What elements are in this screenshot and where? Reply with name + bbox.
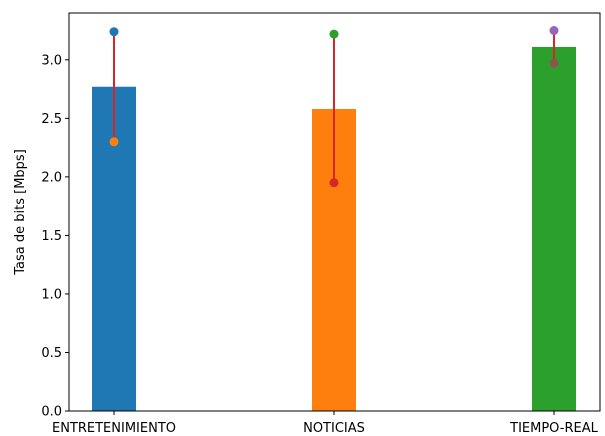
x-axis: ENTRETENIMIENTO NOTICIAS TIEMPO-REAL bbox=[52, 411, 599, 436]
max-point-tiempo-real bbox=[549, 26, 559, 36]
y-tick-label: 2.0 bbox=[41, 170, 62, 185]
y-tick-label: 0.5 bbox=[41, 346, 62, 361]
y-tick-label: 1.5 bbox=[41, 229, 62, 244]
y-tick-label: 3.0 bbox=[41, 53, 62, 68]
x-tick-label: ENTRETENIMIENTO bbox=[52, 421, 176, 436]
min-point-entretenimiento bbox=[109, 137, 119, 147]
chart-marks bbox=[92, 26, 576, 412]
min-point-noticias bbox=[329, 178, 339, 188]
y-axis-label: Tasa de bits [Mbps] bbox=[13, 149, 28, 276]
y-tick-label: 0.0 bbox=[41, 405, 62, 420]
min-point-tiempo-real bbox=[549, 58, 559, 68]
y-tick-label: 2.5 bbox=[41, 112, 62, 127]
y-axis: 0.0 0.5 1.0 1.5 2.0 2.5 3.0 bbox=[41, 53, 69, 420]
max-point-entretenimiento bbox=[109, 27, 119, 37]
y-tick-label: 1.0 bbox=[41, 287, 62, 302]
max-point-noticias bbox=[329, 29, 339, 39]
x-tick-label: TIEMPO-REAL bbox=[509, 421, 598, 436]
x-tick-label: NOTICIAS bbox=[303, 421, 365, 436]
bar-tiempo-real bbox=[532, 46, 576, 412]
